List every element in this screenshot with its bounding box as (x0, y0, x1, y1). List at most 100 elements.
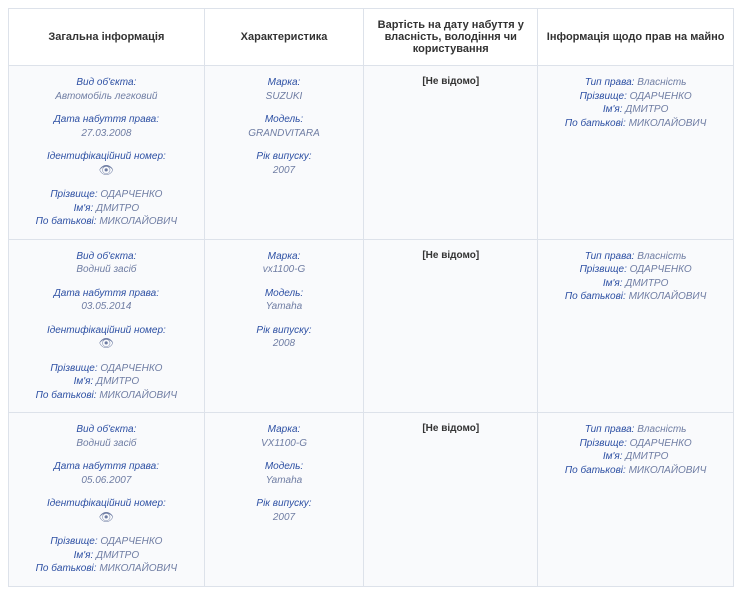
label-brand: Марка: (268, 424, 301, 435)
value-cost-unknown: [Не відомо] (422, 250, 479, 261)
label-model: Модель: (265, 461, 303, 472)
value-brand: SUZUKI (266, 91, 303, 102)
value-object-type: Водний засіб (76, 438, 136, 449)
value-model: Yamaha (266, 301, 303, 312)
table-body: Вид об'єкта: Автомобіль легковий Дата на… (9, 66, 734, 587)
label-id-number: Ідентифікаційний номер: (47, 325, 166, 336)
value-model: GRANDVITARA (248, 128, 320, 139)
label-object-type: Вид об'єкта: (76, 424, 136, 435)
table-row: Вид об'єкта: Водний засіб Дата набуття п… (9, 239, 734, 413)
value-year: 2008 (273, 338, 295, 349)
label-surname: Прізвище: (50, 189, 97, 200)
label-id-number: Ідентифікаційний номер: (47, 151, 166, 162)
label-right-type: Тип права: (585, 77, 635, 88)
label-surname: Прізвище: (50, 363, 97, 374)
label-id-number: Ідентифікаційний номер: (47, 498, 166, 509)
value-cost-unknown: [Не відомо] (422, 76, 479, 87)
cell-general: Вид об'єкта: Водний засіб Дата набуття п… (9, 239, 205, 413)
value-surname: ОДАРЧЕНКО (100, 363, 162, 374)
header-cost: Вартість на дату набуття у власність, во… (364, 9, 538, 66)
value-year: 2007 (273, 165, 295, 176)
cell-general: Вид об'єкта: Автомобіль легковий Дата на… (9, 66, 205, 240)
value-r-name: ДМИТРО (625, 104, 668, 115)
label-surname: Прізвище: (50, 536, 97, 547)
header-row: Загальна інформація Характеристика Варті… (9, 9, 734, 66)
cell-cost: [Не відомо] (364, 239, 538, 413)
cell-rights: Тип права: Власність Прізвище: ОДАРЧЕНКО… (538, 413, 734, 587)
cell-cost: [Не відомо] (364, 413, 538, 587)
label-acq-date: Дата набуття права: (54, 114, 159, 125)
eye-icon: 👁 (99, 511, 114, 523)
value-patronymic: МИКОЛАЙОВИЧ (99, 563, 177, 574)
label-patronymic: По батькові: (36, 390, 97, 401)
header-general: Загальна інформація (9, 9, 205, 66)
value-object-type: Автомобіль легковий (55, 91, 157, 102)
table-row: Вид об'єкта: Водний засіб Дата набуття п… (9, 413, 734, 587)
value-name: ДМИТРО (96, 203, 139, 214)
value-model: Yamaha (266, 475, 303, 486)
cell-char: Марка: vx1100-G Модель: Yamaha Рік випус… (204, 239, 364, 413)
label-r-surname: Прізвище: (580, 264, 627, 275)
label-name: Ім'я: (74, 203, 94, 214)
label-model: Модель: (265, 114, 303, 125)
value-right-type: Власність (637, 424, 686, 435)
label-r-patronymic: По батькові: (565, 465, 626, 476)
label-r-surname: Прізвище: (580, 91, 627, 102)
label-r-name: Ім'я: (603, 278, 623, 289)
label-patronymic: По батькові: (36, 216, 97, 227)
label-r-patronymic: По батькові: (565, 118, 626, 129)
label-r-name: Ім'я: (603, 104, 623, 115)
label-object-type: Вид об'єкта: (76, 77, 136, 88)
value-acq-date: 27.03.2008 (81, 128, 131, 139)
value-surname: ОДАРЧЕНКО (100, 536, 162, 547)
value-brand: VX1100-G (261, 438, 307, 449)
header-rights: Інформація щодо прав на майно (538, 9, 734, 66)
value-year: 2007 (273, 512, 295, 523)
value-r-patronymic: МИКОЛАЙОВИЧ (629, 291, 707, 302)
value-object-type: Водний засіб (76, 264, 136, 275)
label-acq-date: Дата набуття права: (54, 288, 159, 299)
label-brand: Марка: (268, 251, 301, 262)
cell-char: Марка: SUZUKI Модель: GRANDVITARA Рік ви… (204, 66, 364, 240)
eye-icon: 👁 (99, 164, 114, 176)
value-acq-date: 03.05.2014 (81, 301, 131, 312)
label-object-type: Вид об'єкта: (76, 251, 136, 262)
label-right-type: Тип права: (585, 251, 635, 262)
cell-rights: Тип права: Власність Прізвище: ОДАРЧЕНКО… (538, 66, 734, 240)
value-patronymic: МИКОЛАЙОВИЧ (99, 390, 177, 401)
value-name: ДМИТРО (96, 376, 139, 387)
label-patronymic: По батькові: (36, 563, 97, 574)
header-char: Характеристика (204, 9, 364, 66)
label-r-name: Ім'я: (603, 451, 623, 462)
value-name: ДМИТРО (96, 550, 139, 561)
label-name: Ім'я: (74, 376, 94, 387)
label-model: Модель: (265, 288, 303, 299)
value-r-surname: ОДАРЧЕНКО (630, 91, 692, 102)
cell-cost: [Не відомо] (364, 66, 538, 240)
value-r-surname: ОДАРЧЕНКО (630, 264, 692, 275)
eye-icon: 👁 (99, 337, 114, 349)
label-acq-date: Дата набуття права: (54, 461, 159, 472)
data-table: Загальна інформація Характеристика Варті… (8, 8, 734, 587)
value-right-type: Власність (637, 77, 686, 88)
value-right-type: Власність (637, 251, 686, 262)
value-patronymic: МИКОЛАЙОВИЧ (99, 216, 177, 227)
label-name: Ім'я: (74, 550, 94, 561)
value-r-name: ДМИТРО (625, 451, 668, 462)
value-r-patronymic: МИКОЛАЙОВИЧ (629, 465, 707, 476)
value-r-patronymic: МИКОЛАЙОВИЧ (629, 118, 707, 129)
cell-char: Марка: VX1100-G Модель: Yamaha Рік випус… (204, 413, 364, 587)
label-r-patronymic: По батькові: (565, 291, 626, 302)
label-r-surname: Прізвище: (580, 438, 627, 449)
label-year: Рік випуску: (256, 498, 311, 509)
label-year: Рік випуску: (256, 325, 311, 336)
value-surname: ОДАРЧЕНКО (100, 189, 162, 200)
value-r-surname: ОДАРЧЕНКО (630, 438, 692, 449)
value-r-name: ДМИТРО (625, 278, 668, 289)
label-right-type: Тип права: (585, 424, 635, 435)
label-brand: Марка: (268, 77, 301, 88)
label-year: Рік випуску: (256, 151, 311, 162)
table-row: Вид об'єкта: Автомобіль легковий Дата на… (9, 66, 734, 240)
value-cost-unknown: [Не відомо] (422, 423, 479, 434)
value-acq-date: 05.06.2007 (81, 475, 131, 486)
